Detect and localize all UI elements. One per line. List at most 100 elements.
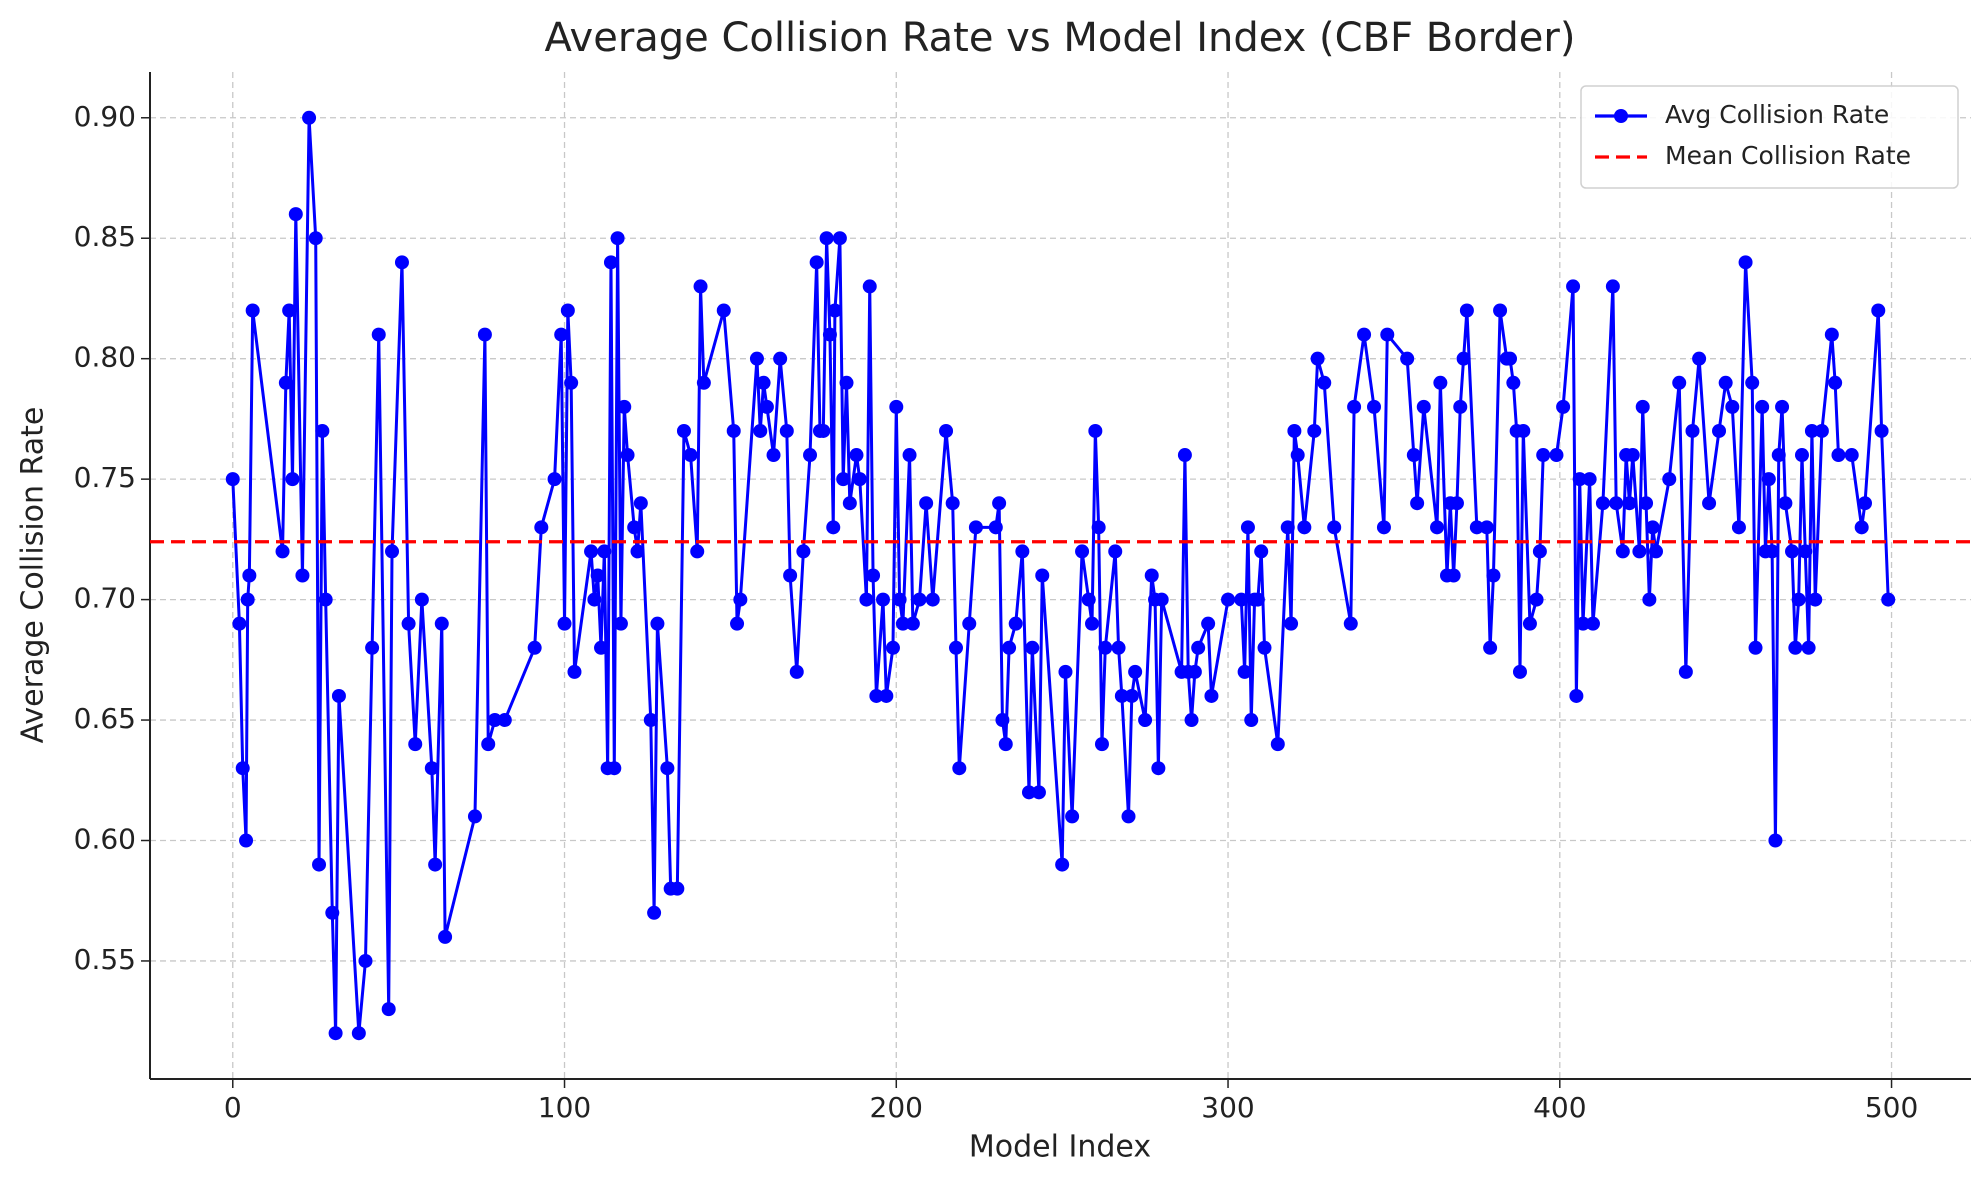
chart-title: Average Collision Rate vs Model Index (C… [545, 15, 1576, 61]
data-point [905, 616, 920, 631]
data-point [285, 472, 300, 487]
data-point [1871, 303, 1886, 318]
data-point [1449, 496, 1464, 511]
data-point [1761, 472, 1776, 487]
data-point [481, 737, 496, 752]
data-point [852, 472, 867, 487]
data-point [1702, 496, 1717, 511]
data-point [564, 375, 579, 390]
data-point [1187, 664, 1202, 679]
data-point [607, 761, 622, 776]
data-point [1801, 640, 1816, 655]
data-point [557, 616, 572, 631]
data-point [1748, 640, 1763, 655]
data-point [992, 496, 1007, 511]
data-point [759, 399, 774, 414]
data-point [331, 688, 346, 703]
legend-label: Mean Collision Rate [1665, 141, 1911, 170]
data-point [1576, 616, 1591, 631]
data-point [995, 713, 1010, 728]
data-point [1785, 544, 1800, 559]
data-point [1257, 640, 1272, 655]
data-point [351, 1026, 366, 1041]
data-point [1065, 809, 1080, 824]
data-point [1015, 544, 1030, 559]
data-point [1582, 472, 1597, 487]
data-point [1692, 351, 1707, 366]
data-point [1114, 688, 1129, 703]
data-point [1347, 399, 1362, 414]
data-point [1831, 448, 1846, 463]
data-point [1357, 327, 1372, 342]
data-point [1151, 761, 1166, 776]
data-point [1738, 255, 1753, 270]
data-point [816, 423, 831, 438]
data-point [1138, 713, 1153, 728]
data-point [328, 1026, 343, 1041]
data-point [1572, 472, 1587, 487]
data-point [597, 544, 612, 559]
data-point [1221, 592, 1236, 607]
data-point [889, 399, 904, 414]
data-point [803, 448, 818, 463]
data-point [1512, 664, 1527, 679]
data-point [371, 327, 386, 342]
data-point [1191, 640, 1206, 655]
data-point [1021, 785, 1036, 800]
data-point [1154, 592, 1169, 607]
data-point [242, 568, 257, 583]
x-tick-label: 100 [538, 1091, 591, 1124]
data-point [885, 640, 900, 655]
data-point [1343, 616, 1358, 631]
data-point [232, 616, 247, 631]
data-point [594, 640, 609, 655]
data-point [1240, 520, 1255, 535]
data-point [1771, 448, 1786, 463]
data-point [1755, 399, 1770, 414]
data-point [1108, 544, 1123, 559]
data-point [1678, 664, 1693, 679]
data-point [892, 592, 907, 607]
data-point [879, 688, 894, 703]
data-point [1250, 592, 1265, 607]
data-point [819, 231, 834, 246]
data-point [1025, 640, 1040, 655]
data-point [1506, 375, 1521, 390]
data-point [414, 592, 429, 607]
data-point [693, 279, 708, 294]
data-point [1788, 640, 1803, 655]
data-point [1632, 544, 1647, 559]
data-point [1532, 544, 1547, 559]
data-point [1585, 616, 1600, 631]
data-point [1002, 640, 1017, 655]
data-point [308, 231, 323, 246]
data-point [796, 544, 811, 559]
data-point [789, 664, 804, 679]
data-point [1625, 448, 1640, 463]
x-tick-label: 200 [870, 1091, 923, 1124]
data-point [1287, 423, 1302, 438]
data-point [1098, 640, 1113, 655]
data-point [1085, 616, 1100, 631]
data-point [1549, 448, 1564, 463]
data-point [1605, 279, 1620, 294]
data-point [1672, 375, 1687, 390]
data-point [1244, 713, 1259, 728]
data-point [282, 303, 297, 318]
x-axis-label: Model Index [969, 1130, 1151, 1165]
data-point [1284, 616, 1299, 631]
data-point [1376, 520, 1391, 535]
data-point [1642, 592, 1657, 607]
data-point [1794, 448, 1809, 463]
data-point [1400, 351, 1415, 366]
data-point [1639, 496, 1654, 511]
y-tick-label: 0.55 [74, 943, 136, 976]
data-point [1503, 351, 1518, 366]
data-point [1456, 351, 1471, 366]
data-point [1622, 496, 1637, 511]
data-point [527, 640, 542, 655]
y-tick-label: 0.65 [74, 702, 136, 735]
data-point [1367, 399, 1382, 414]
data-point [895, 616, 910, 631]
y-axis-label: Average Collision Rate [16, 407, 51, 744]
